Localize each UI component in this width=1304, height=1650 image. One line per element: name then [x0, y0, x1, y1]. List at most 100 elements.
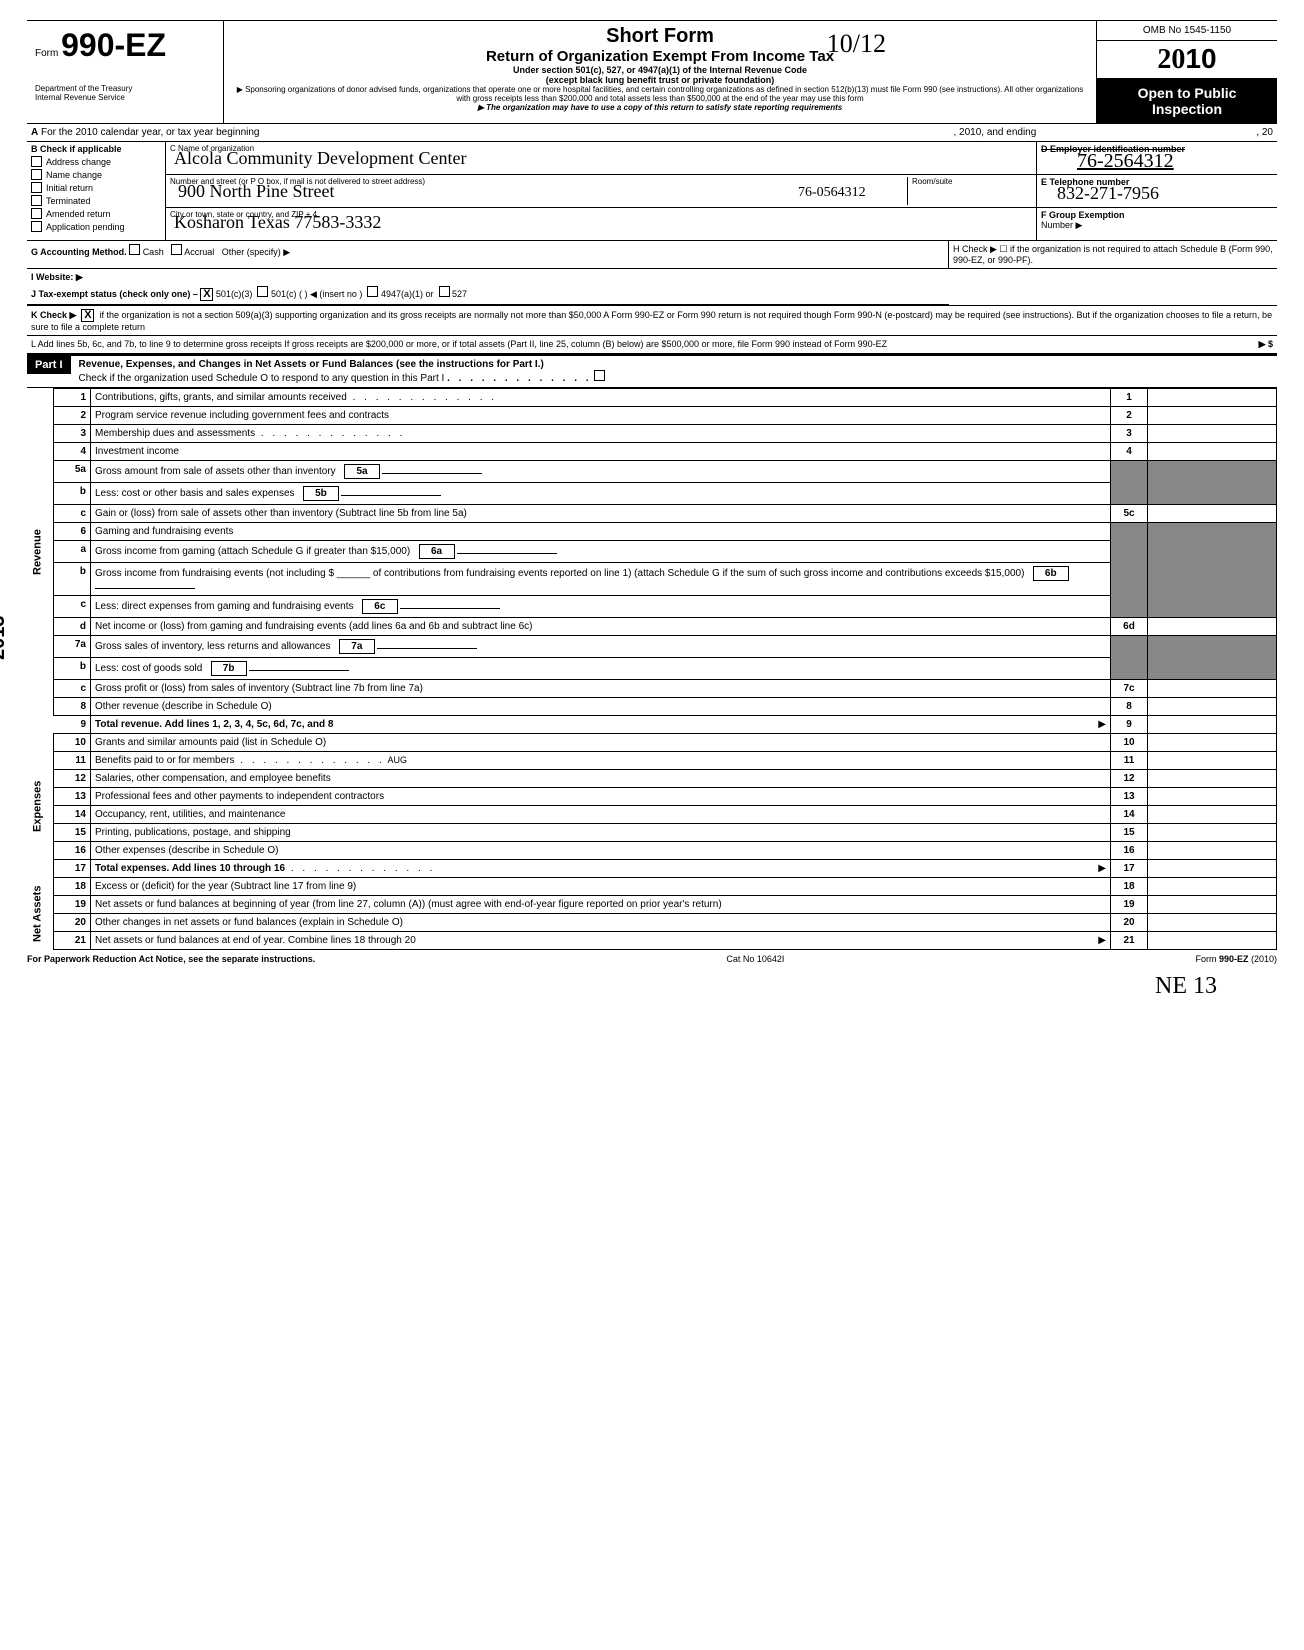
title-except: (except black lung benefit trust or priv… — [232, 75, 1088, 85]
cb-terminated[interactable]: Terminated — [31, 195, 161, 206]
row-l-arrow: ▶ $ — [1259, 339, 1273, 350]
cb-amended[interactable]: Amended return — [31, 208, 161, 219]
cb-name-change[interactable]: Name change — [31, 169, 161, 180]
val-4[interactable] — [1148, 443, 1277, 461]
accounting-other: Other (specify) ▶ — [222, 247, 290, 257]
val-14[interactable] — [1148, 806, 1277, 824]
row-a-mid: , 2010, and ending — [953, 127, 1036, 138]
val-10[interactable] — [1148, 734, 1277, 752]
tax-status-label: J Tax-exempt status (check only one) – — [31, 289, 198, 299]
cb-part1[interactable] — [594, 370, 605, 381]
val-20[interactable] — [1148, 914, 1277, 932]
val-6d[interactable] — [1148, 618, 1277, 636]
hand-bottom: NE 13 — [1155, 973, 1217, 1000]
cb-initial-return[interactable]: Initial return — [31, 182, 161, 193]
room-label: Room/suite — [912, 177, 952, 186]
cb-accrual[interactable] — [171, 244, 182, 255]
title-short: Short Form — [232, 25, 1088, 48]
part1-header: Part I Revenue, Expenses, and Changes in… — [27, 354, 1277, 388]
group-label2: Number ▶ — [1041, 220, 1082, 230]
org-addr-value: 900 North Pine Street — [178, 181, 334, 202]
cb-k[interactable]: X — [81, 309, 94, 322]
col-b: B Check if applicable Address change Nam… — [27, 142, 166, 240]
cb-address-change[interactable]: Address change — [31, 156, 161, 167]
footer-mid: Cat No 10642I — [726, 954, 784, 964]
val-16[interactable] — [1148, 842, 1277, 860]
accounting-label: G Accounting Method. — [31, 247, 127, 257]
open-public: Open to Public Inspection — [1097, 79, 1277, 123]
title-main: Return of Organization Exempt From Incom… — [232, 48, 1088, 65]
ein-row: D Employer identification number 76-2564… — [1037, 142, 1277, 175]
tax-year: 2010 — [1097, 41, 1277, 79]
val-2[interactable] — [1148, 407, 1277, 425]
val-12[interactable] — [1148, 770, 1277, 788]
addr-extra: 76-0564312 — [798, 185, 866, 201]
col-de: D Employer identification number 76-2564… — [1036, 142, 1277, 240]
val-15[interactable] — [1148, 824, 1277, 842]
lines-table: Revenue 1 Contributions, gifts, grants, … — [27, 388, 1277, 950]
val-7c[interactable] — [1148, 680, 1277, 698]
part1-check: Check if the organization used Schedule … — [79, 373, 445, 384]
group-label: F Group Exemption — [1041, 210, 1125, 220]
form-number-box: Form 990-EZ Department of the Treasury I… — [27, 21, 224, 123]
dept-irs: Internal Revenue Service — [35, 93, 215, 102]
cb-501c[interactable] — [257, 286, 268, 297]
form-header: Form 990-EZ Department of the Treasury I… — [27, 20, 1277, 124]
title-copy: ▶ The organization may have to use a cop… — [232, 103, 1088, 112]
row-a-prefix: A — [31, 127, 38, 138]
group-row: F Group Exemption Number ▶ — [1037, 208, 1277, 240]
sidebar-netassets: Net Assets — [27, 878, 54, 950]
row-l: L Add lines 5b, 6c, and 7b, to line 9 to… — [27, 336, 1277, 354]
val-17[interactable] — [1148, 860, 1277, 878]
row-l-text: L Add lines 5b, 6c, and 7b, to line 9 to… — [31, 339, 1259, 350]
part1-label: Part I — [27, 356, 71, 374]
title-box: Short Form Return of Organization Exempt… — [224, 21, 1097, 123]
form-number: 990-EZ — [61, 27, 166, 63]
row-k: K Check ▶ X if the organization is not a… — [27, 306, 1277, 336]
part1-title: Revenue, Expenses, and Changes in Net As… — [79, 359, 544, 370]
val-18[interactable] — [1148, 878, 1277, 896]
page-footer: For Paperwork Reduction Act Notice, see … — [27, 950, 1277, 964]
dept-treasury: Department of the Treasury — [35, 84, 215, 93]
val-21[interactable] — [1148, 932, 1277, 950]
cb-pending[interactable]: Application pending — [31, 221, 161, 232]
org-city-row: City or town, state or country, and ZIP … — [166, 208, 1036, 240]
val-5c[interactable] — [1148, 505, 1277, 523]
row-k-text: if the organization is not a section 509… — [31, 310, 1272, 332]
row-a: A For the 2010 calendar year, or tax yea… — [27, 124, 1277, 142]
row-a-end: , 20 — [1256, 127, 1273, 138]
col-b-header: B Check if applicable — [31, 144, 161, 154]
phone-row: E Telephone number 832-271-7956 — [1037, 175, 1277, 208]
org-addr-row: Number and street (or P O box, if mail i… — [166, 175, 1036, 208]
val-13[interactable] — [1148, 788, 1277, 806]
omb-number: OMB No 1545-1150 — [1097, 21, 1277, 41]
val-1[interactable] — [1148, 389, 1277, 407]
phone-value: 832-271-7956 — [1057, 183, 1159, 204]
received-stamp: AUG — [388, 755, 408, 765]
cb-cash[interactable] — [129, 244, 140, 255]
year-stamp: 2013 — [0, 616, 10, 661]
cb-501c3[interactable]: X — [200, 288, 213, 301]
ein-value: 76-2564312 — [1077, 150, 1174, 173]
row-ij: I Website: ▶ J Tax-exempt status (check … — [27, 269, 1277, 306]
val-19[interactable] — [1148, 896, 1277, 914]
entity-block: B Check if applicable Address change Nam… — [27, 142, 1277, 241]
val-9[interactable] — [1148, 716, 1277, 734]
row-h: H Check ▶ ☐ if the organization is not r… — [948, 241, 1277, 268]
website-label: I Website: ▶ — [31, 272, 945, 283]
hand-initials: 10/12 — [827, 29, 886, 59]
val-11[interactable] — [1148, 752, 1277, 770]
cb-527[interactable] — [439, 286, 450, 297]
val-3[interactable] — [1148, 425, 1277, 443]
title-under: Under section 501(c), 527, or 4947(a)(1)… — [232, 65, 1088, 75]
val-8[interactable] — [1148, 698, 1277, 716]
title-sponsor: ▶ Sponsoring organizations of donor advi… — [232, 85, 1088, 103]
cb-4947[interactable] — [367, 286, 378, 297]
sidebar-revenue: Revenue — [27, 389, 54, 716]
col-c: C Name of organization Alcola Community … — [166, 142, 1036, 240]
row-k-label: K Check ▶ — [31, 310, 76, 320]
footer-left: For Paperwork Reduction Act Notice, see … — [27, 954, 315, 964]
org-name-value: Alcola Community Development Center — [174, 148, 466, 169]
omb-box: OMB No 1545-1150 2010 Open to Public Ins… — [1097, 21, 1277, 123]
row-a-text: For the 2010 calendar year, or tax year … — [41, 127, 259, 138]
